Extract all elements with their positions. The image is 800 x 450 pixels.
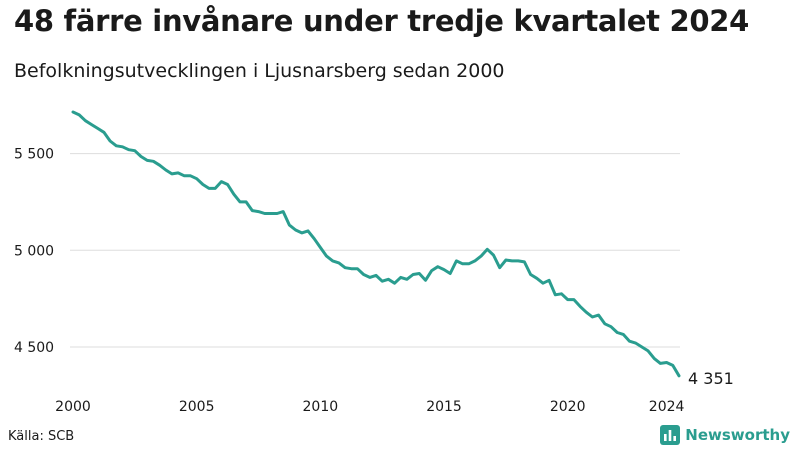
source-note: Källa: SCB [8,429,75,444]
y-tick-label: 5 500 [14,147,54,163]
y-tick-label: 4 500 [14,340,54,356]
x-tick-label: 2015 [426,399,462,415]
end-value-label: 4 351 [688,369,734,388]
bar-chart-logo-icon [660,425,681,445]
x-tick-label: 2024 [649,399,685,415]
chart-subtitle: Befolkningsutvecklingen i Ljusnarsberg s… [14,60,505,82]
population-line [71,110,681,378]
brand-name: Newsworthy [685,426,790,444]
brand-logo: Newsworthy [660,425,790,445]
x-tick-label: 2020 [550,399,586,415]
x-tick-label: 2005 [179,399,215,415]
chart-title: 48 färre invånare under tredje kvartalet… [14,4,750,38]
y-tick-label: 5 000 [14,243,54,259]
x-tick-label: 2010 [303,399,339,415]
x-tick-label: 2000 [55,399,91,415]
